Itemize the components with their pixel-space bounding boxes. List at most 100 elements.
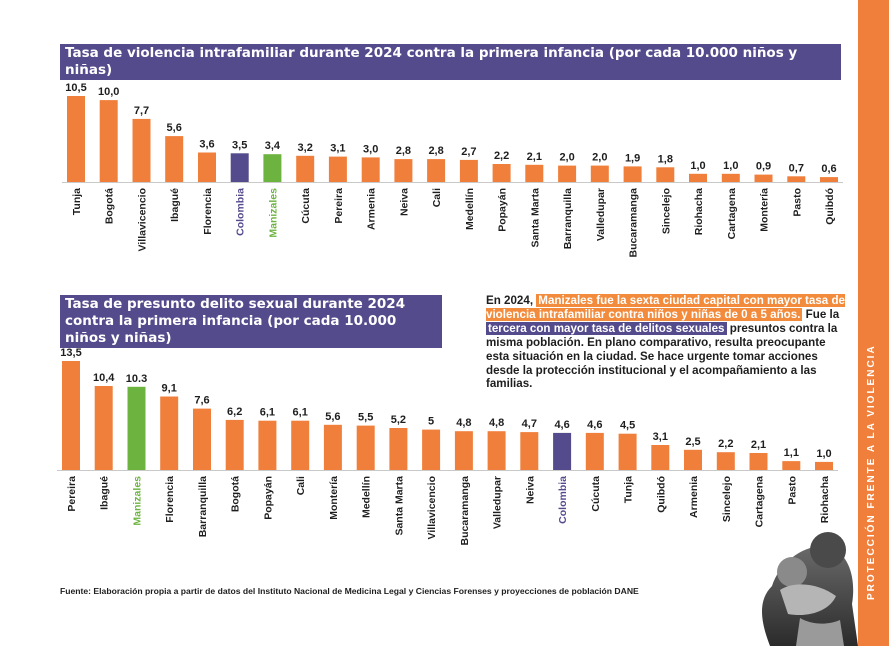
chart1-category-label: Bucaramanga (628, 188, 640, 258)
chart1-bar (525, 164, 544, 182)
chart2-bar (94, 386, 113, 470)
chart2-category-label: Santa Marta (393, 476, 405, 536)
chart1-bar (590, 165, 609, 182)
chart1-bar (198, 152, 216, 182)
chart1-value-label: 3,6 (199, 139, 214, 151)
chart1-value-label: 3,0 (363, 143, 378, 155)
chart1-value-label: 2,0 (559, 152, 574, 164)
description-text: En 2024, Manizales fue la sexta ciudad c… (486, 294, 846, 391)
chart1-category-label: Pasto (791, 188, 803, 217)
chart1-value-label: 1,0 (723, 160, 738, 172)
section-sidebar: PROTECCIÓN FRENTE A LA VIOLENCIA (858, 0, 889, 646)
chart2-value-label: 3,1 (653, 431, 668, 443)
chart1-category-label: Valledupar (595, 188, 607, 241)
chart1-category-label: Sincelejo (660, 188, 672, 234)
chart1-category-label: Cúcuta (300, 188, 312, 224)
chart1-bar (820, 177, 838, 182)
chart2-bar (291, 420, 310, 470)
chart2-value-label: 4,5 (620, 420, 635, 432)
chart1-bar (427, 159, 446, 182)
chart1-bar (165, 136, 184, 182)
chart1-value-label: 2,8 (428, 145, 443, 157)
chart2-value-label: 6,1 (293, 407, 308, 419)
chart1-category-label: Medellín (464, 188, 476, 230)
chart1-category-label: Ibagué (169, 188, 181, 222)
chart1-value-label: 10,5 (65, 82, 86, 94)
chart2-value-label: 1,1 (784, 447, 799, 459)
chart2-value-label: 2,5 (685, 436, 700, 448)
chart2-category-label: Cali (295, 476, 307, 495)
chart1-category-label: Neiva (398, 188, 410, 216)
chart2-value-label: 5 (428, 416, 434, 428)
chart1-category-label: Barranquilla (562, 188, 574, 249)
chart2-category-label: Quibdó (655, 476, 667, 513)
chart1-bar (492, 164, 511, 182)
chart2-bar (585, 432, 604, 470)
chart2-category-label: Barranquilla (197, 476, 209, 537)
chart1-value-label: 3,5 (232, 139, 247, 151)
chart2-bar (127, 386, 146, 470)
chart2-value-label: 4,8 (489, 417, 504, 429)
chart2-value-label: 5,2 (391, 414, 406, 426)
chart1-category-label: Florencia (202, 188, 214, 235)
chart2-category-label: Pasto (786, 476, 798, 505)
sidebar-label: PROTECCIÓN FRENTE A LA VIOLENCIA (866, 344, 877, 600)
chart1-value-label: 2,8 (396, 145, 411, 157)
chart2-value-label: 9,1 (162, 383, 177, 395)
chart2-value-label: 1,0 (816, 448, 831, 460)
chart2-value-label: 5,5 (358, 412, 373, 424)
chart1-value-label: 1,0 (690, 160, 705, 172)
chart1-violencia-intrafamiliar: 10,5 Tunja 10,0 Bogotá 7,7 Villavicencio 5,6 Ib… (62, 82, 843, 258)
chart2-bar (651, 445, 670, 470)
chart1-value-label: 1,9 (625, 152, 640, 164)
desc-part-1: En 2024, (486, 294, 534, 307)
chart1-bar (689, 173, 707, 182)
chart1-value-label: 2,1 (527, 151, 542, 163)
chart1-value-label: 5,6 (167, 122, 182, 134)
chart2-category-label: Tunja (623, 476, 635, 503)
chart1-category-label: Cartagena (726, 188, 738, 240)
chart2-bar (782, 461, 801, 470)
chart1-bar (67, 96, 85, 182)
chart2-bar (553, 432, 572, 470)
chart2-bar (487, 431, 506, 470)
chart2-bar (815, 461, 833, 470)
chart1-value-label: 3,2 (298, 142, 313, 154)
chart2-category-label: Colombia (557, 476, 569, 524)
chart2-value-label: 4,6 (587, 419, 602, 431)
chart1-category-label: Cali (431, 188, 443, 207)
chart2-category-label: Neiva (524, 476, 536, 504)
chart2-category-label: Bogotá (230, 476, 242, 512)
children-hug-photo (762, 532, 858, 646)
chart1-category-label: Quibdó (824, 188, 836, 225)
chart2-value-label: 4,6 (554, 419, 569, 431)
chart1-category-label: Montería (759, 188, 771, 232)
desc-part-2: Fue la (805, 307, 840, 321)
chart1-bar (459, 159, 478, 182)
chart2-category-label: Bucaramanga (459, 476, 471, 546)
chart2-value-label: 5,6 (325, 411, 340, 423)
chart1-value-label: 0,9 (756, 161, 771, 173)
chart1-title: Tasa de violencia intrafamiliar durante … (60, 44, 841, 80)
chart2-bar (356, 425, 375, 470)
chart1-bar (623, 166, 642, 182)
chart1-bar (263, 154, 282, 182)
chart2-bar (618, 433, 637, 470)
chart1-value-label: 0,6 (821, 163, 836, 175)
chart1-category-label: Villavicencio (137, 188, 149, 251)
chart1-bar (99, 100, 118, 182)
chart1-value-label: 2,0 (592, 152, 607, 164)
chart2-category-label: Armenia (688, 476, 700, 518)
chart2-category-label: Medellín (361, 476, 373, 518)
chart2-value-label: 13,5 (60, 347, 81, 359)
chart2-bar (160, 396, 179, 470)
chart1-value-label: 3,1 (330, 143, 345, 155)
chart2-bar (225, 419, 244, 470)
chart2-category-label: Montería (328, 476, 340, 520)
desc-part-3: presuntos contra la misma población. En … (486, 321, 838, 391)
chart1-value-label: 1,8 (658, 153, 673, 165)
chart2-bar (323, 424, 342, 470)
chart1-value-label: 3,4 (265, 140, 281, 152)
chart2-category-label: Cartagena (754, 476, 766, 528)
chart1-value-label: 7,7 (134, 105, 149, 117)
